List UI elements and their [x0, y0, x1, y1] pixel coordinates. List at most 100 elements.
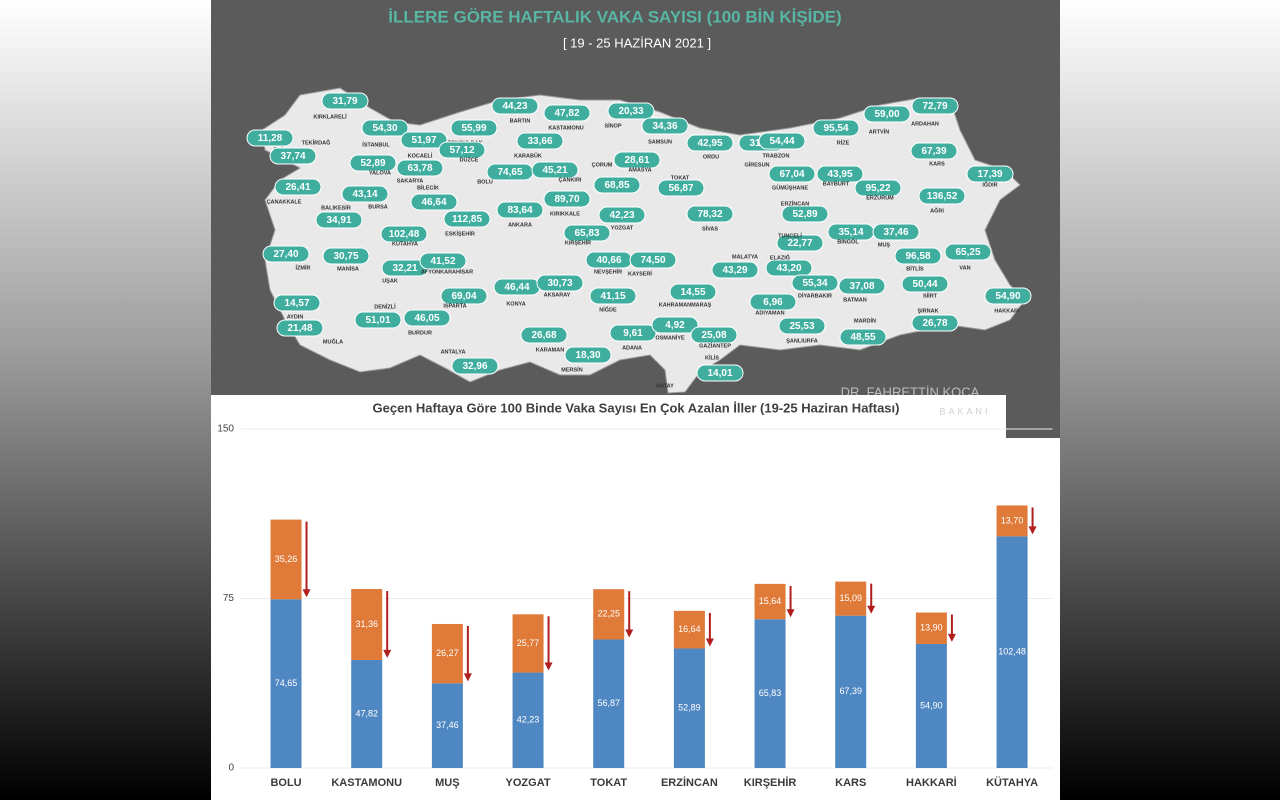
province-name: ELAZIĞ	[770, 253, 790, 261]
province-pill	[361, 119, 409, 137]
province-value: 6,96	[763, 297, 783, 308]
province-name: UŞAK	[382, 278, 398, 284]
province-pill	[918, 187, 966, 205]
province-value: 83,64	[507, 205, 532, 216]
province-pill	[686, 134, 734, 152]
province-value: 46,05	[414, 313, 439, 324]
province-pill	[396, 159, 444, 177]
province-name: KASTAMONU	[548, 125, 583, 131]
province-name: KAHRAMANMARAŞ	[659, 302, 712, 308]
province-name: AKSARAY	[544, 292, 571, 298]
province-name: KİLİS	[705, 354, 719, 361]
bar-segment	[270, 519, 302, 600]
province-name: ERZİNCAN	[781, 200, 809, 207]
province-name: ANKARA	[508, 222, 532, 228]
province-pill	[321, 92, 369, 110]
x-tick-label: KASTAMONU	[331, 777, 402, 789]
province-value: 102,48	[389, 229, 420, 240]
province-pill	[491, 97, 539, 115]
province-labels: 31,79KIRKLARELİ11,28EDİRNE37,74TEKİRDAĞ5…	[246, 92, 1032, 389]
x-tick-label: MUŞ	[435, 777, 459, 789]
province-pill	[354, 311, 402, 329]
province-value: 95,22	[865, 183, 890, 194]
province-value: 44,23	[502, 101, 527, 112]
province-pill	[944, 243, 992, 261]
province-value: 54,30	[372, 123, 397, 134]
province-name: BİLECİK	[417, 184, 439, 191]
province-name: BİNGÖL	[837, 238, 859, 245]
province-name: ADANA	[622, 345, 642, 351]
province-pill	[863, 105, 911, 123]
province-name: MARDİN	[854, 317, 876, 324]
province-name: BATMAN	[843, 297, 866, 303]
province-name: RİZE	[837, 139, 850, 146]
province-value: 43,14	[352, 189, 377, 200]
province-name: DİYARBAKIR	[798, 292, 832, 299]
bar-segment	[351, 589, 383, 660]
province-pill	[589, 287, 637, 305]
province-pill	[380, 225, 428, 243]
bar-segment	[512, 672, 544, 768]
province-pill	[450, 119, 498, 137]
province-name: BURDUR	[408, 330, 432, 336]
province-pill	[531, 161, 579, 179]
province-name: DENİZLİ	[374, 303, 396, 310]
province-value: 74,50	[640, 255, 665, 266]
province-pill	[564, 346, 612, 364]
province-value: 33,66	[527, 136, 552, 147]
province-pill	[768, 165, 816, 183]
bar-segment	[431, 623, 463, 684]
province-value: 48,55	[850, 332, 875, 343]
province-value: 31,79	[332, 96, 357, 107]
province-value: 136,52	[927, 191, 958, 202]
province-value: 43,20	[776, 263, 801, 274]
province-name: MUĞLA	[323, 337, 343, 345]
province-name: MANİSA	[337, 265, 359, 272]
province-name: ŞIRNAK	[917, 308, 938, 314]
province-value: 30,73	[547, 278, 572, 289]
province-name: İZMİR	[296, 264, 311, 271]
province-name: BAYBURT	[823, 181, 850, 187]
x-tick-label: YOZGAT	[506, 777, 551, 789]
province-pill	[816, 165, 864, 183]
province-name: TRABZON	[763, 153, 790, 159]
province-pill	[607, 102, 655, 120]
province-name: MERSİN	[561, 366, 582, 373]
province-value: 42,23	[609, 210, 634, 221]
bar-segment	[512, 614, 544, 673]
province-value: 45,21	[542, 165, 567, 176]
province-name: KONYA	[506, 301, 525, 307]
province-name: SİNOP	[604, 122, 621, 129]
province-value: 32,21	[392, 263, 417, 274]
segment-label: 67,39	[839, 686, 862, 696]
province-pill	[246, 129, 294, 147]
province-pill	[758, 132, 806, 150]
province-pill	[593, 176, 641, 194]
segment-label: 37,46	[436, 720, 459, 730]
province-pill	[262, 245, 310, 263]
province-pill	[872, 223, 920, 241]
province-pill	[315, 211, 363, 229]
province-pill	[403, 309, 451, 327]
province-name: IĞDIR	[982, 180, 997, 188]
province-pill	[609, 324, 657, 342]
province-pill	[781, 205, 829, 223]
province-name: MALATYA	[732, 254, 758, 260]
province-name: ADIYAMAN	[755, 310, 784, 316]
province-name: NEVŞEHİR	[594, 268, 622, 275]
bar-segment	[351, 659, 383, 768]
province-value: 63,78	[407, 163, 432, 174]
province-name: KIRŞEHİR	[565, 239, 591, 246]
decrease-arrowhead	[383, 649, 392, 658]
bar-segment	[835, 581, 867, 616]
province-value: 55,99	[461, 123, 486, 134]
y-tick-label: 75	[223, 593, 235, 604]
chart: 0 75 150 BOLU 74,65 35,26 KASTAMONU 47,82 31,36 M…	[217, 424, 1053, 789]
province-name: ERZURUM	[866, 195, 894, 201]
bar-segment	[593, 589, 625, 640]
province-name: KIRIKKALE	[550, 211, 580, 217]
province-value: 46,44	[504, 282, 529, 293]
x-tick-label: TOKAT	[590, 777, 627, 789]
segment-label: 25,77	[517, 638, 540, 648]
